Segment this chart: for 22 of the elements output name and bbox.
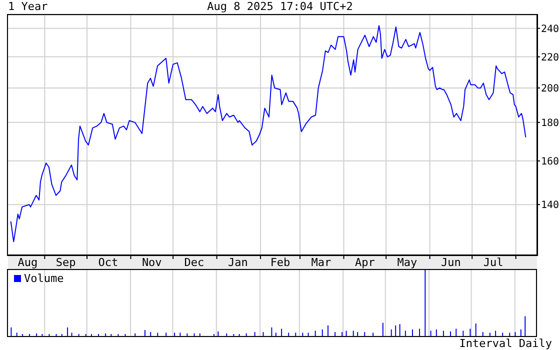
y-tick-label: 200 [541, 84, 560, 95]
chart-title: 1 Year [8, 0, 48, 13]
y-tick-label: 140 [541, 200, 560, 212]
x-tick-label: Aug [18, 256, 38, 269]
x-tick-label: May [397, 256, 418, 269]
text: Aug 8 2025 17:04 UTC+2 [207, 0, 353, 13]
x-tick-label: Sep [56, 256, 76, 269]
y-tick-label: 180 [541, 118, 560, 129]
legend-label: Volume [24, 272, 64, 285]
x-tick-label: Nov [142, 256, 162, 269]
y-tick-label: 220 [541, 52, 560, 64]
x-tick-label: Oct [98, 256, 118, 269]
y-tick-label: 160 [541, 156, 560, 168]
x-tick-label: Jun [441, 256, 461, 269]
x-tick-label: Jan [228, 256, 248, 269]
x-tick-label: Apr [354, 256, 376, 269]
x-tick-label: Dec [184, 256, 204, 269]
x-tick-label: Feb [270, 256, 290, 269]
x-tick-label: Jul [483, 256, 504, 269]
text: Interval Daily [459, 337, 552, 350]
y-tick-label: 240 [541, 24, 560, 35]
x-tick-label: Mar [311, 256, 332, 269]
